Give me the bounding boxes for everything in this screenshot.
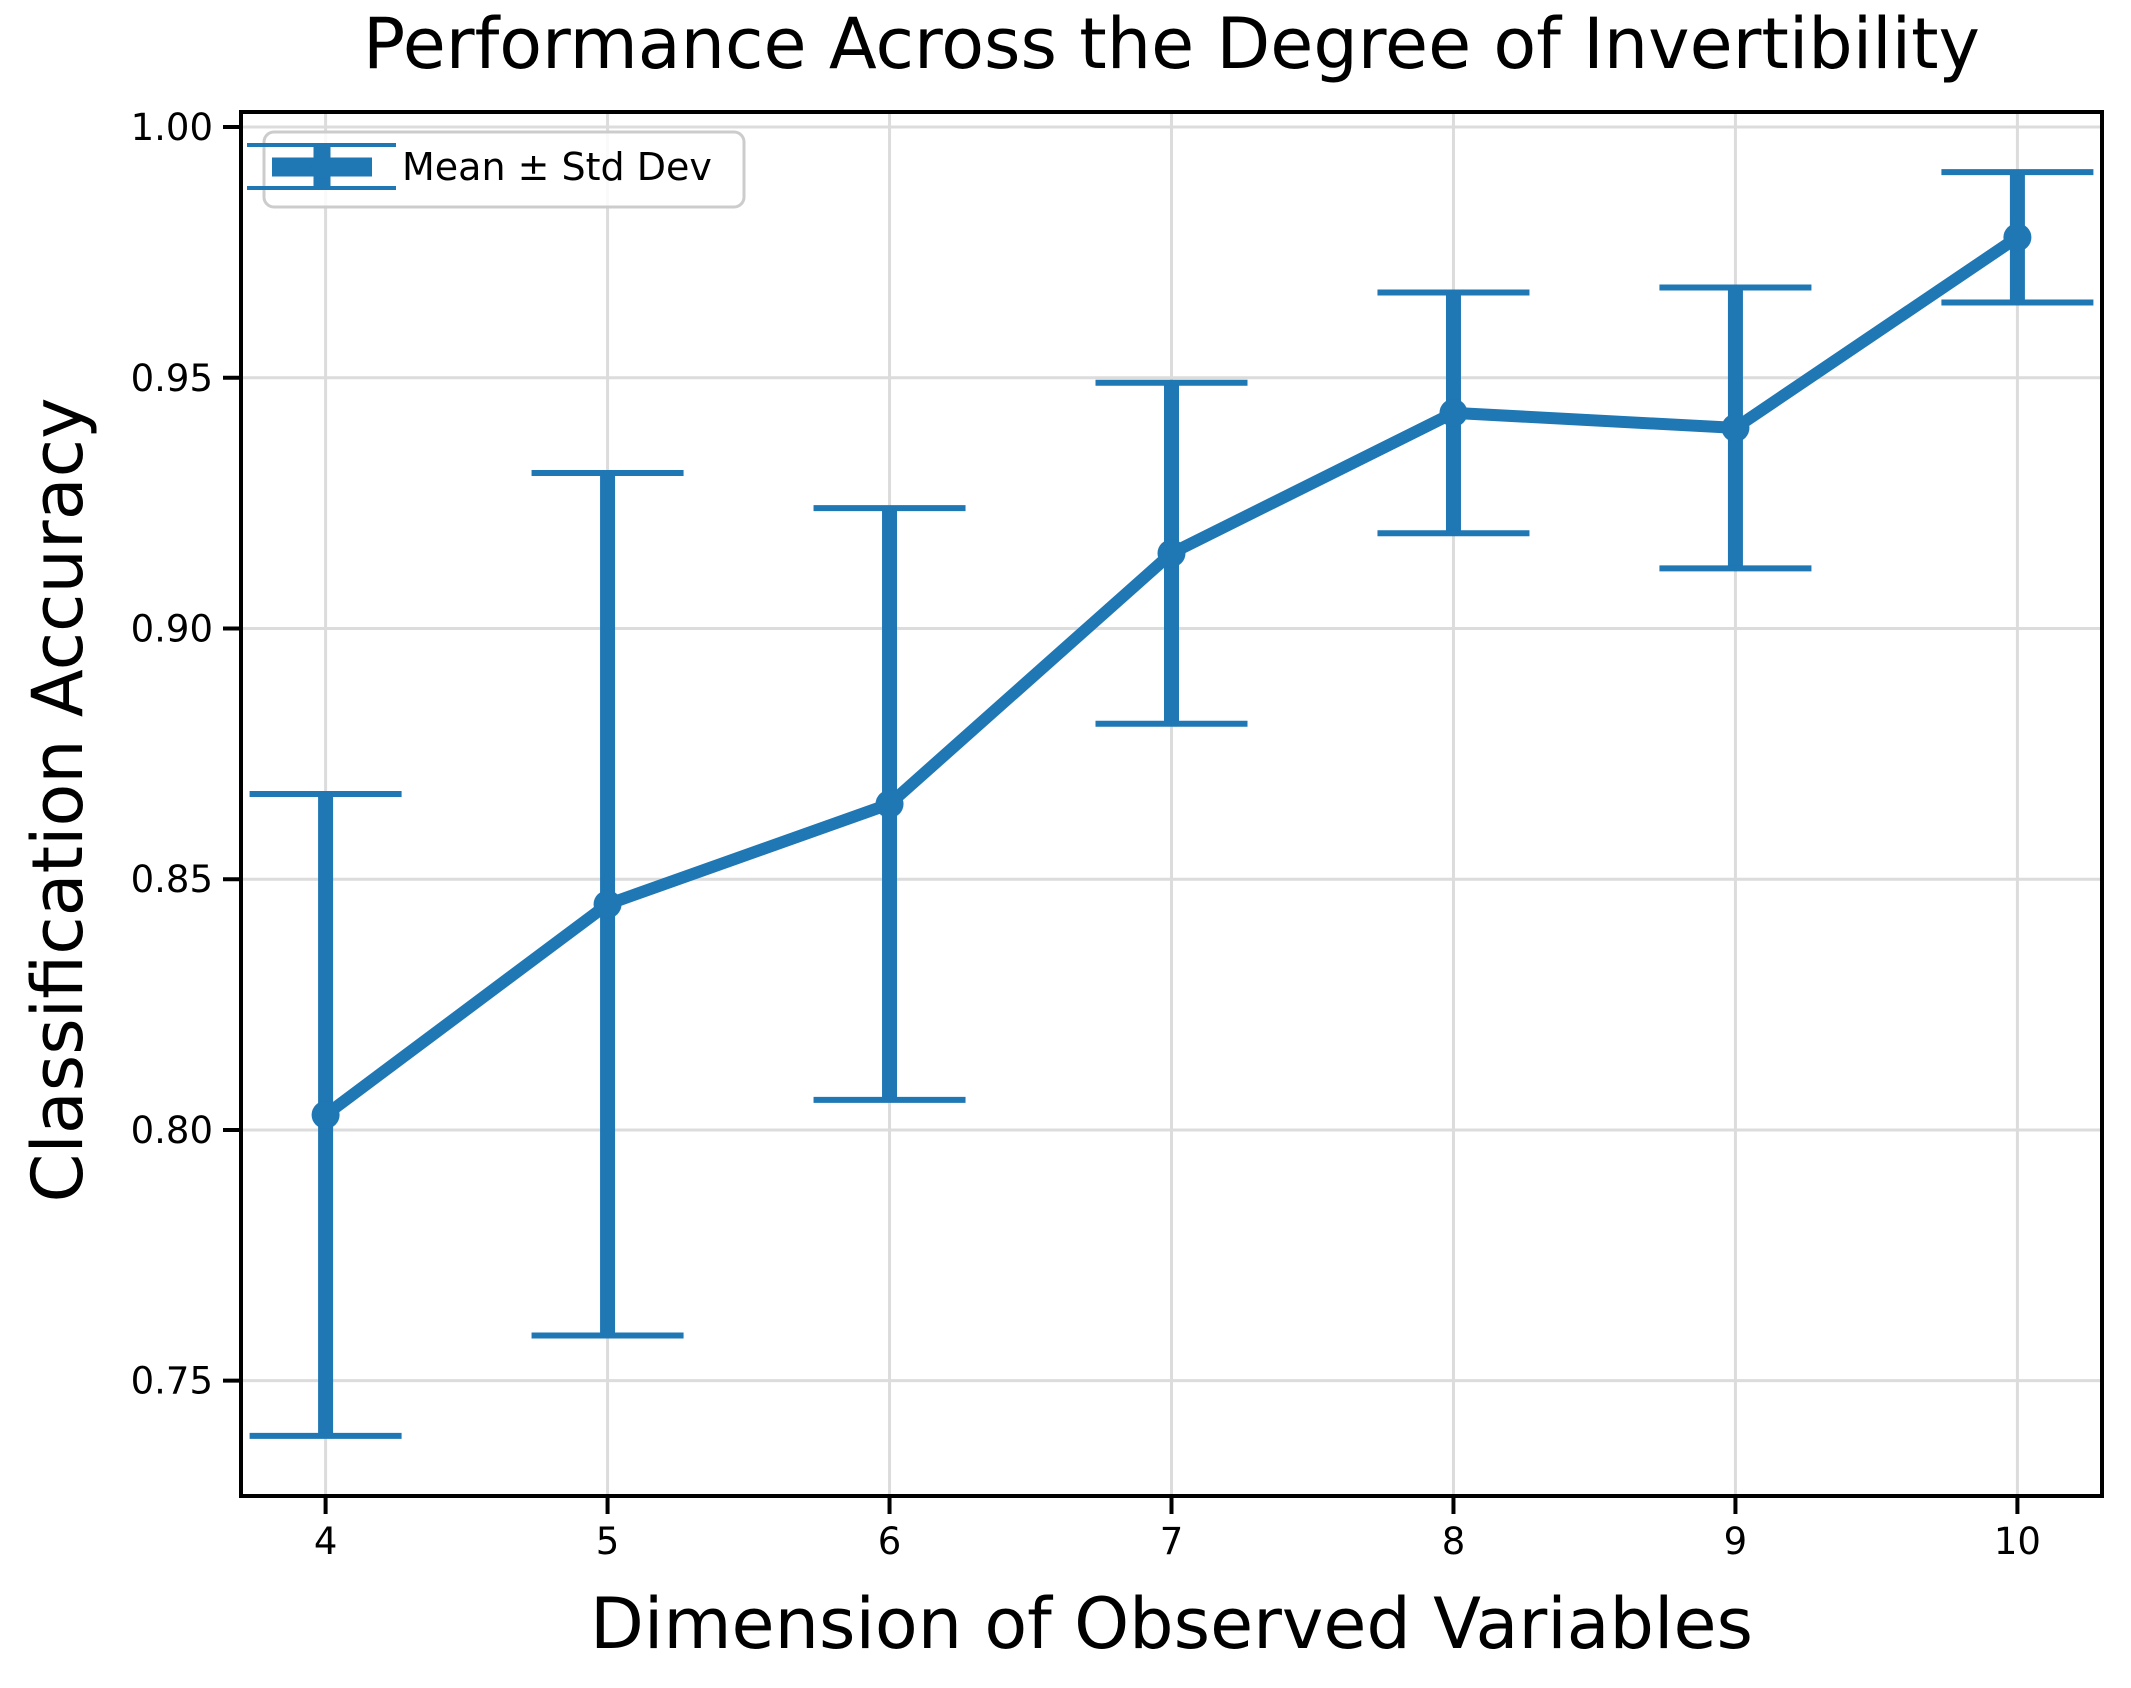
x-tick-label: 9	[1724, 1520, 1748, 1563]
data-point-marker	[1721, 413, 1750, 442]
y-tick-label: 0.95	[131, 357, 213, 400]
y-axis-ticks: 0.75 0.80 0.85 0.90 0.95 1.00	[131, 106, 241, 1403]
y-tick-label: 0.90	[131, 607, 213, 650]
x-axis-label: Dimension of Observed Variables	[590, 1583, 1753, 1665]
y-tick-label: 1.00	[131, 106, 213, 149]
markers	[311, 223, 2032, 1129]
data-point-marker	[1439, 398, 1468, 427]
x-tick-label: 6	[878, 1520, 902, 1563]
x-axis-ticks: 4 5 6 7 8 9 10	[314, 1496, 2041, 1563]
x-tick-label: 7	[1160, 1520, 1184, 1563]
data-point-marker	[875, 790, 904, 818]
x-tick-label: 8	[1442, 1520, 1466, 1563]
legend: Mean ± Std Dev	[247, 130, 746, 209]
chart-title: Performance Across the Degree of Inverti…	[363, 3, 1980, 85]
y-tick-label: 0.80	[131, 1109, 213, 1152]
x-tick-label: 5	[596, 1520, 620, 1563]
data-point-marker	[593, 890, 622, 919]
errorbar-legend-icon	[247, 143, 396, 190]
y-tick-label: 0.75	[131, 1360, 213, 1403]
x-tick-label: 4	[314, 1520, 338, 1563]
data-point-marker	[2003, 223, 2032, 252]
x-tick-label: 10	[1994, 1520, 2041, 1563]
y-tick-label: 0.85	[131, 858, 213, 901]
data-point-marker	[1157, 539, 1186, 568]
legend-entry-label: Mean ± Std Dev	[402, 145, 712, 189]
data-point-marker	[311, 1100, 340, 1129]
grid-lines	[241, 112, 2102, 1496]
errorbars	[249, 169, 2094, 1439]
